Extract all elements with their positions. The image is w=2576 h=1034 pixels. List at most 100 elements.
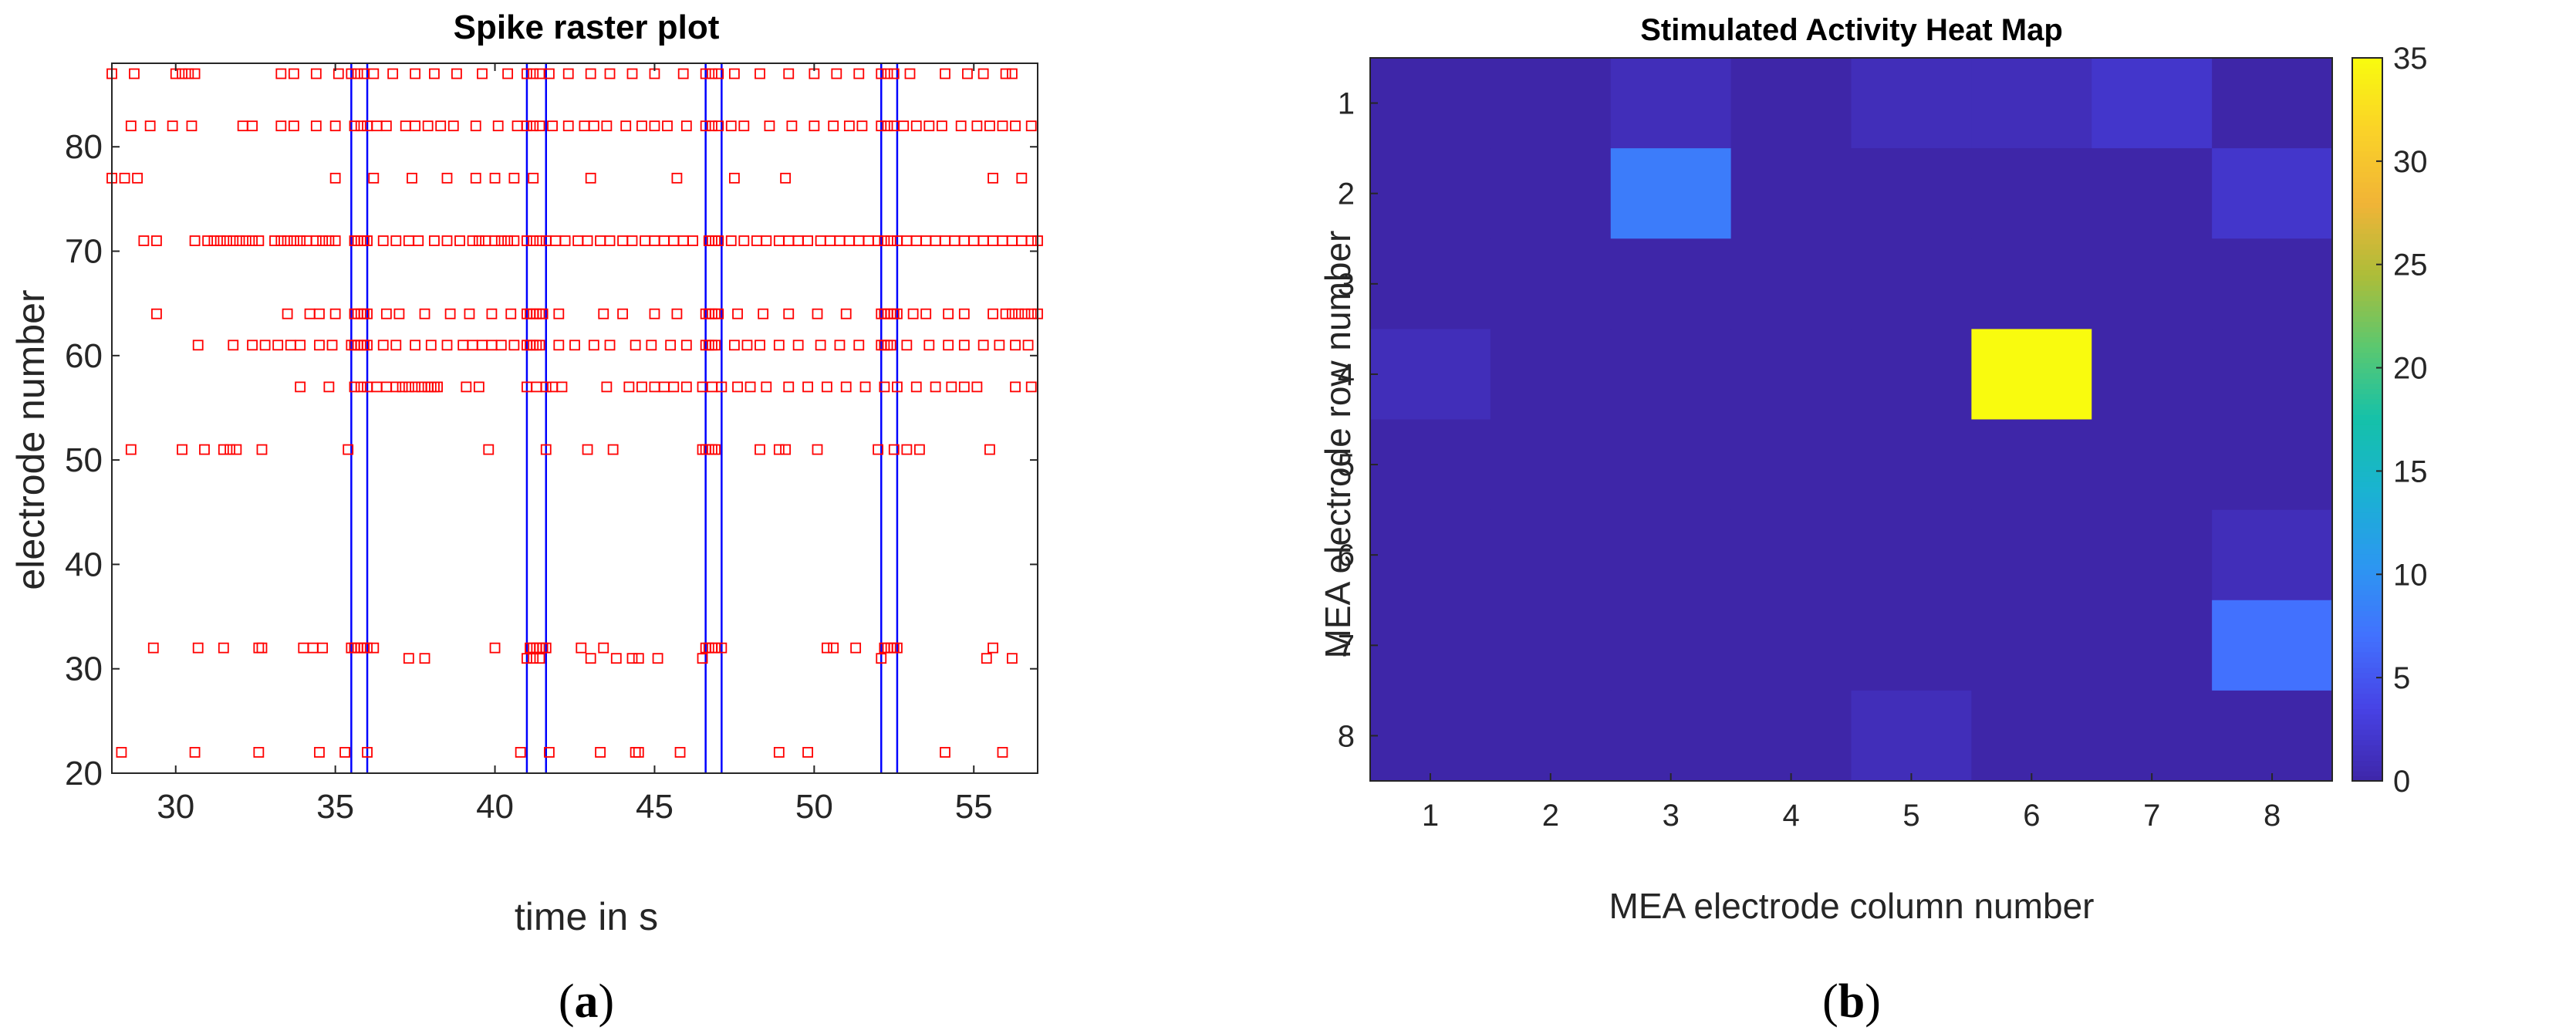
spike-marker — [502, 68, 514, 79]
raster-title: Spike raster plot — [454, 8, 720, 46]
spike-marker — [649, 308, 660, 319]
heatmap-cell — [1490, 329, 1612, 420]
raster-xtick-label: 35 — [316, 788, 354, 826]
colorbar-segment — [2352, 279, 2382, 286]
spike-marker — [390, 381, 402, 393]
spike-marker — [707, 68, 717, 79]
spike-marker — [272, 340, 284, 351]
spike-marker — [840, 381, 852, 393]
colorbar-segment — [2352, 336, 2382, 343]
spike-marker — [802, 235, 813, 246]
colorbar-segment — [2352, 156, 2382, 162]
spike-marker — [461, 381, 472, 393]
colorbar-segment — [2352, 496, 2382, 503]
raster-xtick-label: 45 — [636, 788, 674, 826]
spike-marker — [470, 120, 481, 132]
heatmap-ytick-label: 6 — [1338, 539, 1355, 573]
colorbar-segment — [2352, 703, 2382, 710]
spike-marker — [764, 120, 775, 132]
spike-marker — [483, 444, 495, 455]
spike-marker — [604, 235, 616, 246]
heatmap-cell — [1490, 509, 1612, 601]
colorbar-segment — [2352, 481, 2382, 488]
spike-marker — [489, 235, 501, 246]
colorbar-segment — [2352, 99, 2382, 106]
colorbar-segment — [2352, 672, 2382, 678]
heatmap-xtick-label: 4 — [1782, 799, 1799, 833]
spike-marker — [522, 653, 532, 664]
raster-ytick-label: 80 — [65, 128, 103, 166]
colorbar-segment — [2352, 187, 2382, 193]
spike-marker — [755, 444, 765, 455]
colorbar-segment — [2352, 414, 2382, 421]
heatmap-cell — [1370, 329, 1491, 420]
colorbar-segment — [2352, 295, 2382, 302]
heatmap-cell — [1730, 690, 1852, 782]
colorbar-segment — [2352, 398, 2382, 405]
spike-marker — [186, 120, 198, 132]
spike-marker — [419, 308, 430, 319]
heatmap-cell — [2092, 690, 2213, 782]
spike-marker — [326, 340, 338, 351]
spike-marker — [413, 235, 424, 246]
colorbar-segment — [2352, 584, 2382, 591]
colorbar-segment — [2352, 171, 2382, 177]
spike-marker — [1006, 653, 1018, 664]
spike-marker — [528, 172, 539, 184]
spike-marker — [984, 120, 995, 132]
spike-marker — [680, 340, 692, 351]
spike-marker — [716, 381, 728, 393]
spike-marker — [882, 68, 893, 79]
colorbar-segment — [2352, 192, 2382, 198]
spike-marker — [189, 747, 201, 758]
spike-marker — [892, 381, 903, 393]
spike-marker — [700, 120, 711, 132]
spike-marker — [352, 68, 363, 79]
spike-marker — [923, 120, 935, 132]
raster-ytick-label: 20 — [65, 755, 103, 792]
spike-marker — [1010, 381, 1021, 393]
colorbar-segment — [2352, 243, 2382, 250]
colorbar-segment — [2352, 548, 2382, 555]
spike-marker — [380, 308, 392, 319]
spike-marker — [464, 308, 475, 319]
spike-marker — [910, 381, 922, 393]
spike-marker — [368, 172, 380, 184]
spike-marker — [786, 120, 798, 132]
colorbar-segment — [2352, 563, 2382, 570]
spike-marker — [202, 235, 214, 246]
heatmap-cell — [2212, 600, 2333, 691]
spike-marker — [988, 172, 998, 184]
spike-marker — [809, 120, 820, 132]
heatmap-cell — [1971, 238, 2092, 329]
spike-marker — [773, 340, 785, 351]
spike-marker — [410, 340, 421, 351]
spike-marker — [435, 120, 447, 132]
spike-marker — [946, 381, 957, 393]
colorbar-segment — [2352, 646, 2382, 653]
colorbar-segment — [2352, 528, 2382, 534]
colorbar-segment — [2352, 486, 2382, 492]
spike-marker — [199, 444, 210, 455]
spike-marker — [534, 340, 545, 351]
spike-marker — [349, 120, 360, 132]
spike-marker — [314, 340, 325, 351]
heatmap-cell — [1490, 600, 1612, 691]
colorbar-segment — [2352, 285, 2382, 291]
spike-marker — [323, 381, 335, 393]
heatmap-cell — [1370, 419, 1491, 511]
spike-marker — [151, 235, 162, 246]
colorbar-segment — [2352, 212, 2382, 219]
colorbar-segment — [2352, 373, 2382, 379]
heatmap-cell — [2092, 329, 2213, 420]
spike-marker — [1013, 308, 1025, 319]
colorbar-segment — [2352, 150, 2382, 157]
heatmap-cell — [1370, 238, 1491, 329]
spike-marker — [515, 747, 526, 758]
colorbar-segment — [2352, 543, 2382, 549]
raster-plot-area: 30 35 40 45 50 55 20 30 40 50 60 70 80 — [65, 63, 1043, 826]
spike-marker — [595, 747, 606, 758]
spike-marker — [958, 308, 970, 319]
heatmap-cell — [1730, 148, 1852, 239]
spike-marker — [888, 444, 900, 455]
